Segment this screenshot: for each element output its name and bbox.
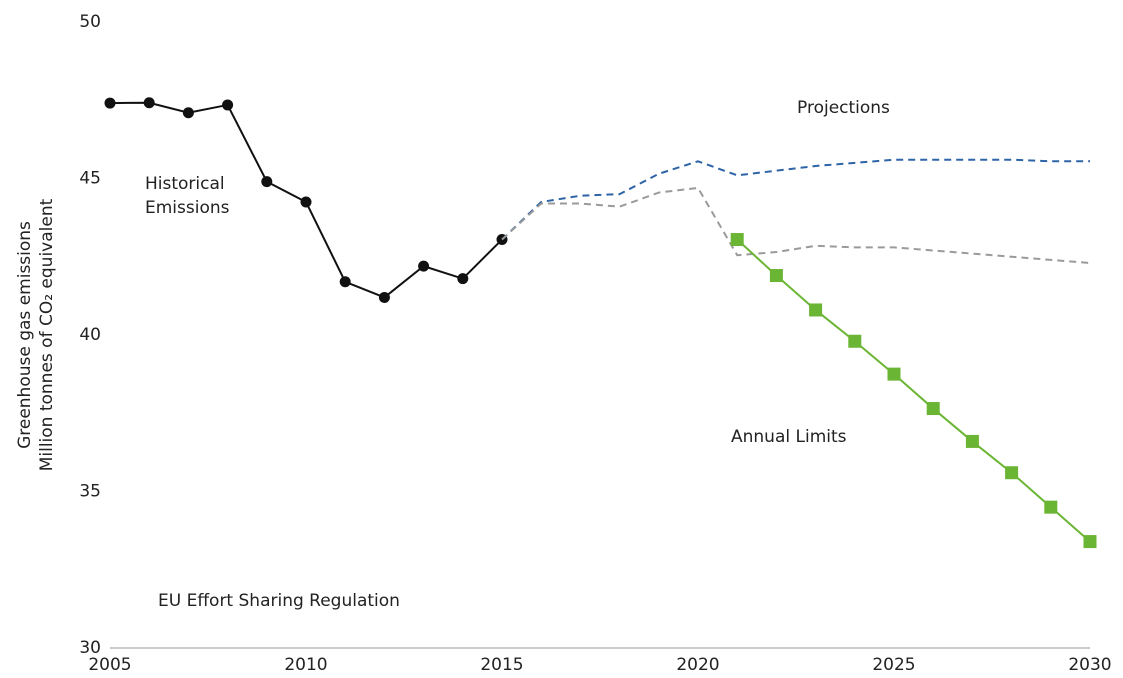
- point: [143, 97, 155, 109]
- y-tick-label: 35: [79, 482, 101, 502]
- point: [300, 196, 312, 208]
- series-line: [736, 238, 1091, 543]
- point: [261, 176, 273, 188]
- series-label: Historical Emissions: [145, 174, 230, 218]
- point: [809, 303, 823, 317]
- series-label: Annual Limits: [731, 427, 847, 447]
- point: [926, 402, 940, 416]
- point: [769, 269, 783, 283]
- point: [104, 97, 116, 109]
- point: [182, 107, 194, 119]
- series-line: [501, 158, 1090, 241]
- point: [887, 367, 901, 381]
- x-tick-label: 2015: [480, 655, 523, 675]
- point: [1005, 466, 1019, 480]
- point: [378, 291, 390, 303]
- x-tick-label: 2005: [88, 655, 131, 675]
- x-tick-label: 2010: [284, 655, 327, 675]
- point: [339, 276, 351, 288]
- y-tick-label: 30: [79, 638, 101, 658]
- series-label: Projections: [797, 98, 890, 118]
- y-axis-label: Greenhouse gas emissions: [15, 221, 35, 449]
- point: [965, 434, 979, 448]
- x-tick-label: 2020: [676, 655, 719, 675]
- point: [457, 273, 469, 285]
- point: [222, 99, 234, 111]
- point: [1083, 535, 1097, 549]
- series-line: [501, 186, 1091, 265]
- point: [1044, 500, 1058, 514]
- y-axis-label: Million tonnes of CO₂ equivalent: [37, 198, 57, 471]
- point: [730, 233, 744, 247]
- point: [848, 334, 862, 348]
- x-tick-label: 2025: [872, 655, 915, 675]
- point: [418, 260, 430, 272]
- y-tick-label: 50: [79, 12, 101, 32]
- y-tick-label: 45: [79, 169, 101, 189]
- note: EU Effort Sharing Regulation: [158, 591, 400, 611]
- x-tick-label: 2030: [1068, 655, 1111, 675]
- y-tick-label: 40: [79, 325, 101, 345]
